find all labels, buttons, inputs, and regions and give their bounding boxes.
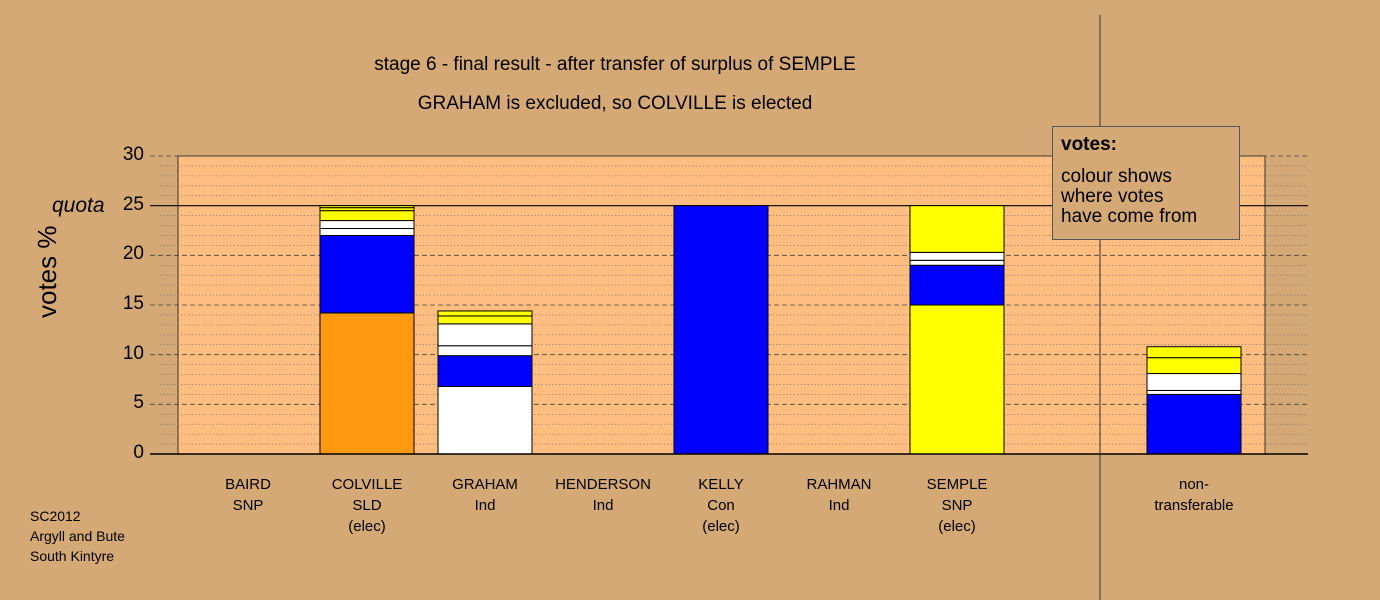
- y-tick-label: 5: [133, 392, 144, 414]
- legend-box: votes: colour shows where votes have com…: [1052, 126, 1240, 240]
- bar-segment: [1146, 357, 1242, 375]
- category-label: COLVILLE SLD (elec): [302, 474, 432, 537]
- category-label: SEMPLE SNP (elec): [892, 474, 1022, 537]
- category-label-line: KELLY: [698, 476, 744, 493]
- category-label: GRAHAM Ind: [420, 474, 550, 516]
- category-label-line: non-: [1178, 476, 1210, 493]
- category-label-line: SNP: [941, 497, 973, 514]
- bar-segment: [437, 385, 533, 455]
- category-label-line: Ind: [828, 497, 850, 514]
- bar-segment: [1146, 373, 1242, 391]
- category-label-line: (elec): [938, 518, 976, 535]
- y-axis-label: votes %: [32, 225, 62, 319]
- bar-segment: [1146, 393, 1242, 455]
- footer-line-2: Argyll and Bute: [30, 528, 125, 544]
- y-tick-label: 15: [122, 293, 144, 314]
- bar-segment: [319, 205, 415, 209]
- category-label-line: GRAHAM: [452, 476, 518, 493]
- bar-segment: [909, 205, 1005, 253]
- category-label-line: HENDERSON: [555, 476, 651, 493]
- bar-segment: [319, 210, 415, 222]
- bar-segment: [909, 264, 1005, 306]
- bar-segment: [673, 205, 769, 455]
- category-label-line: transferable: [1154, 497, 1234, 514]
- legend-line-3: have come from: [1061, 206, 1198, 227]
- y-tick-label: 10: [122, 342, 144, 364]
- category-label-line: SEMPLE: [926, 476, 988, 493]
- y-tick-label: 25: [122, 193, 144, 215]
- category-label: non-transferable: [1129, 474, 1259, 516]
- bar-segment: [1146, 389, 1242, 395]
- category-label-line: (elec): [702, 518, 740, 535]
- bar-segment: [437, 355, 533, 387]
- category-label-line: Con: [707, 497, 735, 514]
- category-label: RAHMAN Ind: [774, 474, 904, 516]
- y-tick-label: 20: [122, 243, 144, 265]
- y-tick-label: 0: [133, 442, 144, 463]
- bar-segment: [437, 315, 533, 325]
- footer-line-3: South Kintyre: [30, 548, 115, 564]
- legend-line-1: colour shows: [1061, 166, 1172, 187]
- y-tick-label: 30: [122, 144, 144, 165]
- bar-segment: [1146, 346, 1242, 359]
- bar-segment: [319, 220, 415, 230]
- legend-line-2: where votes: [1061, 186, 1164, 207]
- category-label: BAIRD SNP: [183, 474, 313, 516]
- chart-title-line-1: stage 6 - final result - after transfer …: [374, 54, 856, 75]
- bar-segment: [437, 345, 533, 357]
- bar-segment: [319, 234, 415, 314]
- bar-segment: [319, 312, 415, 455]
- chart-title-line-2: GRAHAM is excluded, so COLVILLE is elect…: [417, 93, 813, 114]
- bar-segment: [909, 304, 1005, 455]
- bar-segment: [319, 228, 415, 236]
- bar-segment: [437, 323, 533, 347]
- category-label-line: RAHMAN: [806, 476, 872, 493]
- category-label-line: Ind: [474, 497, 496, 514]
- category-label-line: Ind: [592, 497, 614, 514]
- footer-info: SC2012 Argyll and Bute South Kintyre: [30, 506, 125, 566]
- category-label: HENDERSON Ind: [538, 474, 668, 516]
- category-label: KELLY Con (elec): [656, 474, 786, 537]
- category-label-line: COLVILLE: [331, 476, 403, 493]
- bar-segment: [909, 259, 1005, 266]
- category-label-line: (elec): [348, 518, 386, 535]
- bar-segment: [909, 251, 1005, 261]
- bar-segment: [437, 310, 533, 317]
- category-label-line: BAIRD: [225, 476, 271, 493]
- legend-heading: votes:: [1061, 134, 1117, 155]
- quota-label: quota: [52, 194, 105, 217]
- footer-line-1: SC2012: [30, 508, 81, 524]
- category-label-line: SLD: [352, 497, 382, 514]
- category-label-line: SNP: [232, 497, 264, 514]
